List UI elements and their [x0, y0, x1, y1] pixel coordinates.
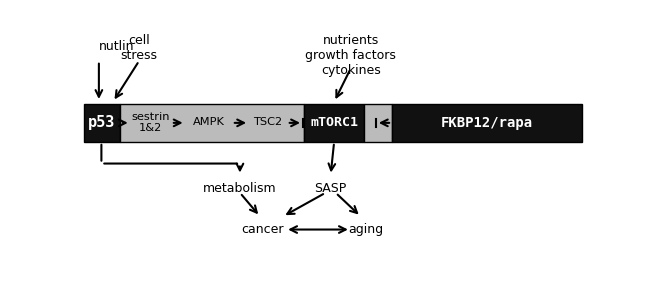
- Text: cancer: cancer: [241, 223, 284, 236]
- Text: aging: aging: [348, 223, 384, 236]
- FancyBboxPatch shape: [120, 104, 304, 142]
- Text: nutlin: nutlin: [99, 40, 135, 53]
- Text: nutrients
growth factors
cytokines: nutrients growth factors cytokines: [306, 34, 396, 77]
- Text: FKBP12/rapa: FKBP12/rapa: [441, 116, 534, 130]
- Text: TSC2: TSC2: [253, 117, 282, 127]
- Text: metabolism: metabolism: [203, 182, 277, 195]
- Text: mTORC1: mTORC1: [310, 116, 358, 130]
- FancyBboxPatch shape: [84, 104, 120, 142]
- FancyBboxPatch shape: [304, 104, 365, 142]
- Text: SASP: SASP: [315, 182, 346, 195]
- Text: sestrin
1&2: sestrin 1&2: [131, 112, 170, 133]
- Text: AMPK: AMPK: [193, 117, 225, 127]
- FancyBboxPatch shape: [365, 104, 392, 142]
- Text: p53: p53: [88, 115, 116, 130]
- Text: cell
stress: cell stress: [121, 34, 158, 62]
- FancyBboxPatch shape: [392, 104, 582, 142]
